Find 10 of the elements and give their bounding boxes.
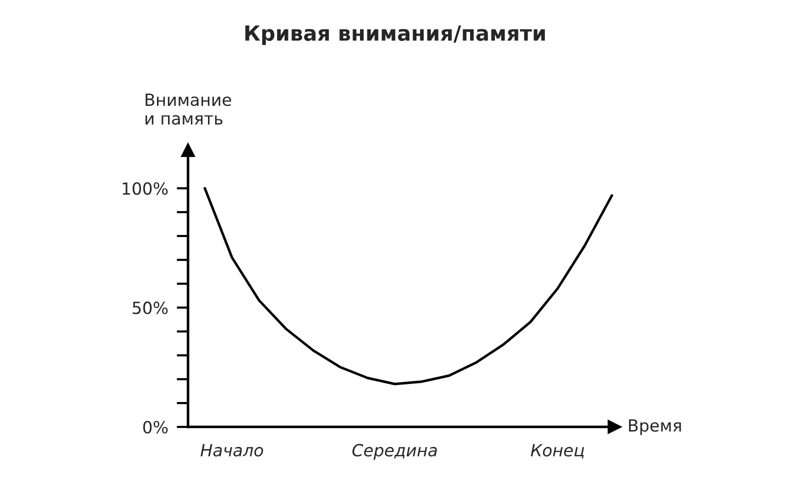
line-series xyxy=(204,187,614,386)
y-tick-label: 50% xyxy=(132,302,168,314)
y-tick-label: 100% xyxy=(122,182,168,195)
x-tick-label: Середина xyxy=(352,444,437,460)
y-tick-label: 0% xyxy=(143,420,168,434)
x-tick-label: Начало xyxy=(200,444,264,456)
y-axis-title: Внимание и память xyxy=(146,94,232,125)
x-tick-label: Конец xyxy=(530,444,584,459)
chart-title: Кривая внимания/памяти xyxy=(245,25,545,46)
x-axis-title: Время xyxy=(629,419,681,435)
